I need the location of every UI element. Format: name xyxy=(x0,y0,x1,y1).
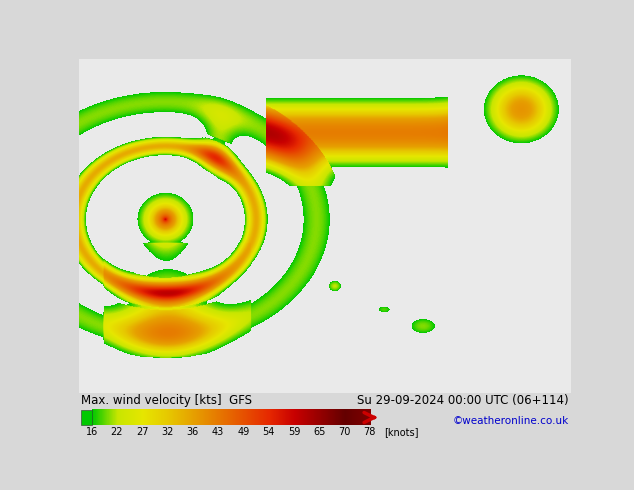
Bar xyxy=(81,410,92,425)
Text: 36: 36 xyxy=(186,427,199,437)
Text: 59: 59 xyxy=(288,427,300,437)
Text: ©weatheronline.co.uk: ©weatheronline.co.uk xyxy=(453,416,569,426)
Text: 43: 43 xyxy=(212,427,224,437)
Text: 70: 70 xyxy=(339,427,351,437)
Text: Max. wind velocity [kts]  GFS: Max. wind velocity [kts] GFS xyxy=(81,394,252,407)
Text: 78: 78 xyxy=(364,427,376,437)
Text: 16: 16 xyxy=(86,427,98,437)
Text: [knots]: [knots] xyxy=(384,427,418,437)
Text: 22: 22 xyxy=(111,427,123,437)
Text: 27: 27 xyxy=(136,427,148,437)
Text: 32: 32 xyxy=(161,427,174,437)
Text: 54: 54 xyxy=(262,427,275,437)
Text: 65: 65 xyxy=(313,427,325,437)
Text: 49: 49 xyxy=(237,427,250,437)
Text: Su 29-09-2024 00:00 UTC (06+114): Su 29-09-2024 00:00 UTC (06+114) xyxy=(358,394,569,407)
